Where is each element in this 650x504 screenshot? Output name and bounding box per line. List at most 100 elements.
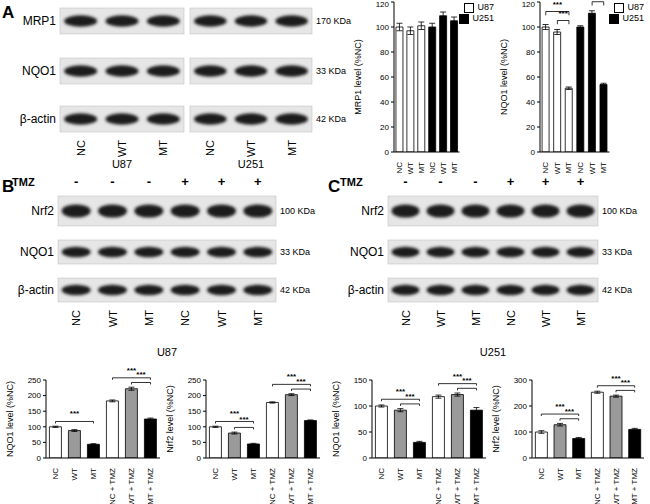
svg-text:MRP1: MRP1	[23, 14, 57, 28]
svg-text:100: 100	[376, 23, 390, 32]
svg-text:NC: NC	[75, 140, 87, 156]
svg-text:NC: NC	[400, 310, 412, 326]
svg-text:WT: WT	[553, 162, 562, 174]
svg-text:250: 250	[28, 376, 42, 385]
svg-text:WT + TMZ: WT + TMZ	[287, 468, 296, 504]
svg-text:+: +	[507, 174, 515, 189]
svg-text:200: 200	[514, 402, 528, 411]
svg-text:NC: NC	[395, 162, 404, 174]
svg-text:0: 0	[523, 454, 528, 463]
svg-text:NC: NC	[179, 310, 191, 326]
svg-text:60: 60	[526, 73, 535, 82]
svg-text:WT: WT	[107, 310, 119, 327]
svg-text:+: +	[542, 174, 550, 189]
svg-text:250: 250	[188, 376, 202, 385]
svg-text:U87: U87	[157, 346, 177, 358]
svg-text:NC: NC	[51, 468, 60, 480]
svg-text:NC: NC	[211, 468, 220, 480]
svg-text:100: 100	[28, 423, 42, 432]
svg-text:NQO1 level (%NC): NQO1 level (%NC)	[331, 381, 341, 457]
svg-text:WT + TMZ: WT + TMZ	[453, 468, 462, 504]
svg-text:100 KDa: 100 KDa	[602, 206, 637, 216]
svg-text:***: ***	[136, 370, 146, 379]
svg-text:***: ***	[565, 407, 575, 416]
svg-text:33 KDa: 33 KDa	[280, 247, 310, 257]
svg-text:80: 80	[526, 48, 535, 57]
svg-text:0: 0	[531, 148, 536, 157]
svg-text:Nrf2 level (%NC): Nrf2 level (%NC)	[165, 385, 175, 453]
svg-text:NQO1 level (%NC): NQO1 level (%NC)	[8, 381, 15, 457]
svg-text:Nrf2: Nrf2	[361, 204, 384, 218]
svg-text:MRP1 level (%NC): MRP1 level (%NC)	[353, 39, 363, 115]
svg-text:NC + TMZ: NC + TMZ	[268, 468, 277, 504]
svg-text:MT + TMZ: MT + TMZ	[146, 468, 155, 504]
svg-text:300: 300	[514, 376, 528, 385]
svg-text:42 KDa: 42 KDa	[602, 285, 632, 295]
svg-text:***: ***	[296, 377, 306, 386]
svg-text:-: -	[438, 174, 442, 189]
svg-text:150: 150	[188, 407, 202, 416]
svg-text:U251: U251	[238, 158, 264, 170]
svg-text:120: 120	[376, 0, 390, 9]
svg-text:MT: MT	[89, 468, 98, 480]
svg-text:NQO1 level (%NC): NQO1 level (%NC)	[499, 39, 509, 115]
svg-text:0: 0	[363, 454, 368, 463]
svg-text:100: 100	[514, 428, 528, 437]
svg-text:***: ***	[239, 415, 249, 424]
svg-text:WT: WT	[245, 140, 257, 157]
svg-text:WT: WT	[116, 140, 128, 157]
svg-text:WT: WT	[406, 162, 415, 174]
svg-text:-: -	[147, 174, 151, 189]
svg-text:WT + TMZ: WT + TMZ	[612, 468, 621, 504]
svg-text:WT + TMZ: WT + TMZ	[127, 468, 136, 504]
svg-text:NC + TMZ: NC + TMZ	[434, 468, 443, 504]
svg-text:MT: MT	[286, 140, 298, 156]
svg-text:NC: NC	[576, 162, 585, 174]
svg-text:50: 50	[32, 438, 41, 447]
svg-text:WT: WT	[540, 310, 552, 327]
svg-text:42 KDa: 42 KDa	[280, 285, 310, 295]
svg-text:β-actin: β-actin	[348, 283, 384, 297]
svg-text:MT: MT	[415, 468, 424, 480]
svg-text:MT: MT	[574, 468, 583, 480]
svg-text:WT: WT	[439, 162, 448, 174]
svg-text:0: 0	[37, 454, 42, 463]
svg-text:MT: MT	[450, 162, 459, 174]
svg-text:NC: NC	[377, 468, 386, 480]
svg-text:WT: WT	[588, 162, 597, 174]
svg-text:NQO1: NQO1	[350, 245, 384, 259]
svg-text:MT: MT	[470, 310, 482, 326]
svg-text:WT: WT	[556, 468, 565, 481]
svg-text:C: C	[328, 177, 340, 196]
svg-text:170 KDa: 170 KDa	[316, 16, 351, 26]
svg-text:-: -	[473, 174, 477, 189]
svg-text:NC: NC	[541, 162, 550, 174]
svg-text:Nrf2: Nrf2	[31, 204, 54, 218]
svg-text:MT: MT	[143, 310, 155, 326]
svg-text:β-actin: β-actin	[20, 112, 56, 126]
svg-text:MT: MT	[599, 162, 608, 174]
svg-text:WT: WT	[70, 468, 79, 481]
svg-text:NC: NC	[505, 310, 517, 326]
svg-text:MT: MT	[252, 310, 264, 326]
svg-text:***: ***	[553, 0, 563, 9]
svg-text:WT: WT	[396, 468, 405, 481]
svg-text:NC + TMZ: NC + TMZ	[108, 468, 117, 504]
svg-text:+: +	[218, 174, 226, 189]
svg-text:42 KDa: 42 KDa	[316, 114, 346, 124]
svg-text:20: 20	[380, 123, 389, 132]
svg-text:MT: MT	[249, 468, 258, 480]
svg-text:20: 20	[526, 123, 535, 132]
svg-text:NC + TMZ: NC + TMZ	[593, 468, 602, 504]
svg-text:WT: WT	[216, 310, 228, 327]
svg-text:NQO1: NQO1	[20, 245, 54, 259]
svg-text:200: 200	[28, 391, 42, 400]
svg-text:β-actin: β-actin	[18, 283, 54, 297]
svg-text:TMZ: TMZ	[12, 176, 35, 188]
svg-text:100: 100	[354, 402, 368, 411]
svg-text:WT: WT	[230, 468, 239, 481]
svg-text:MT: MT	[575, 310, 587, 326]
svg-text:NC: NC	[428, 162, 437, 174]
svg-text:40: 40	[526, 98, 535, 107]
svg-text:+: +	[577, 174, 585, 189]
